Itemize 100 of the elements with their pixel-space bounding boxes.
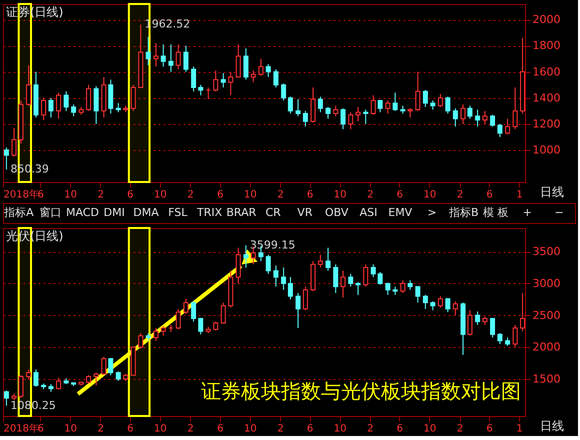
candlestick bbox=[243, 244, 248, 268]
candlestick bbox=[236, 247, 241, 284]
x-tick-label: 2018年 bbox=[4, 422, 39, 434]
y-tick-label: 1000 bbox=[532, 144, 560, 157]
candlestick bbox=[86, 84, 92, 112]
candlestick bbox=[220, 302, 226, 324]
x-tick-label: 10 bbox=[423, 424, 436, 434]
candlestick bbox=[108, 79, 114, 114]
text: BRAR bbox=[226, 206, 257, 219]
y-tick-label: 1600 bbox=[532, 65, 560, 78]
x-tick-label: 10 bbox=[64, 424, 77, 434]
candlestick bbox=[198, 84, 204, 96]
candlestick bbox=[475, 109, 480, 128]
y-tick-label: 2500 bbox=[532, 308, 560, 322]
candlestick bbox=[296, 98, 301, 117]
candlestick bbox=[415, 285, 420, 304]
candlestick bbox=[378, 100, 383, 113]
candlestick bbox=[160, 44, 166, 68]
candlestick bbox=[333, 105, 338, 117]
text: TRIX bbox=[196, 206, 223, 219]
candlestick bbox=[318, 96, 323, 113]
candlestick bbox=[281, 83, 286, 101]
candlestick bbox=[191, 300, 196, 322]
text: 指标A bbox=[3, 206, 34, 219]
candlestick bbox=[4, 146, 9, 170]
candlestick bbox=[288, 96, 293, 114]
candlestick bbox=[26, 368, 32, 380]
candlestick bbox=[497, 332, 502, 344]
text: 模 板 bbox=[482, 206, 508, 219]
y-tick-label: 3500 bbox=[532, 245, 560, 258]
x-tick-label: 2018年 bbox=[4, 188, 39, 200]
candlestick bbox=[302, 110, 308, 128]
candlestick bbox=[250, 70, 256, 83]
candlestick bbox=[302, 286, 308, 311]
text: MACD bbox=[66, 206, 99, 219]
candlestick bbox=[490, 317, 496, 338]
text: ASI bbox=[360, 206, 378, 219]
x-tick-label: 10 bbox=[244, 424, 257, 434]
candlestick bbox=[48, 97, 54, 118]
candlestick bbox=[18, 374, 24, 398]
text: DMA bbox=[133, 206, 160, 219]
text: DMI bbox=[104, 206, 125, 219]
x-tick-label: 2 bbox=[98, 424, 104, 434]
candlestick bbox=[116, 370, 121, 382]
text: EMV bbox=[388, 206, 413, 219]
candlestick bbox=[4, 390, 9, 406]
candlestick bbox=[520, 292, 526, 332]
candlestick bbox=[385, 100, 390, 114]
candlestick bbox=[12, 127, 17, 158]
x-tick-label: 10 bbox=[154, 190, 167, 200]
candlestick bbox=[288, 276, 293, 300]
x-tick-label: 10 bbox=[423, 190, 436, 200]
candlestick bbox=[512, 324, 518, 348]
candlestick bbox=[445, 298, 450, 313]
text: CR bbox=[265, 206, 282, 219]
text: OBV bbox=[324, 206, 349, 219]
candlestick bbox=[243, 48, 248, 80]
text: VR bbox=[297, 206, 313, 219]
candlestick bbox=[296, 292, 301, 329]
candlestick bbox=[333, 264, 338, 294]
x-tick-label: 2 bbox=[367, 190, 374, 200]
candlestick bbox=[160, 326, 166, 336]
candlestick bbox=[130, 84, 136, 112]
x-tick-label: 6 bbox=[396, 190, 404, 200]
x-tick-label: 1 bbox=[516, 190, 523, 200]
x-tick-label: 2 bbox=[98, 190, 104, 200]
candlestick bbox=[33, 368, 38, 388]
candlestick bbox=[340, 108, 346, 130]
candlestick bbox=[71, 104, 76, 117]
candlestick bbox=[213, 70, 218, 92]
x-tick-label: 6 bbox=[127, 190, 134, 200]
candlestick bbox=[460, 104, 466, 124]
candlestick bbox=[452, 108, 458, 128]
annotation: 3599.15 bbox=[250, 238, 296, 252]
x-tick-label: 6 bbox=[127, 424, 134, 434]
candlestick bbox=[176, 308, 181, 330]
candlestick bbox=[273, 265, 278, 288]
annotation: 证券板块指数与光伏板块指数对比图 bbox=[201, 379, 521, 403]
candlestick bbox=[281, 267, 286, 290]
x-tick-label: 2 bbox=[277, 424, 284, 434]
candlestick bbox=[497, 123, 502, 138]
x-tick-label: 2 bbox=[367, 424, 374, 434]
x-tick-label: 6 bbox=[306, 190, 314, 200]
candlestick bbox=[482, 110, 488, 124]
candlestick bbox=[94, 86, 99, 124]
x-tick-label: 6 bbox=[306, 424, 314, 434]
candlestick bbox=[392, 92, 398, 112]
x-tick-label: 2 bbox=[456, 424, 464, 434]
y-tick-label: 2000 bbox=[532, 13, 560, 26]
y-tick-label: 2000 bbox=[532, 340, 560, 354]
x-tick-label: 6 bbox=[396, 424, 404, 434]
text: − bbox=[554, 206, 564, 219]
candlestick bbox=[41, 97, 46, 121]
candlestick bbox=[505, 118, 510, 135]
candlestick bbox=[512, 86, 518, 130]
candlestick bbox=[183, 298, 188, 315]
candlestick bbox=[198, 317, 204, 335]
candlestick bbox=[356, 106, 361, 122]
candlestick bbox=[348, 112, 354, 130]
x-tick-label: 10 bbox=[244, 190, 257, 200]
